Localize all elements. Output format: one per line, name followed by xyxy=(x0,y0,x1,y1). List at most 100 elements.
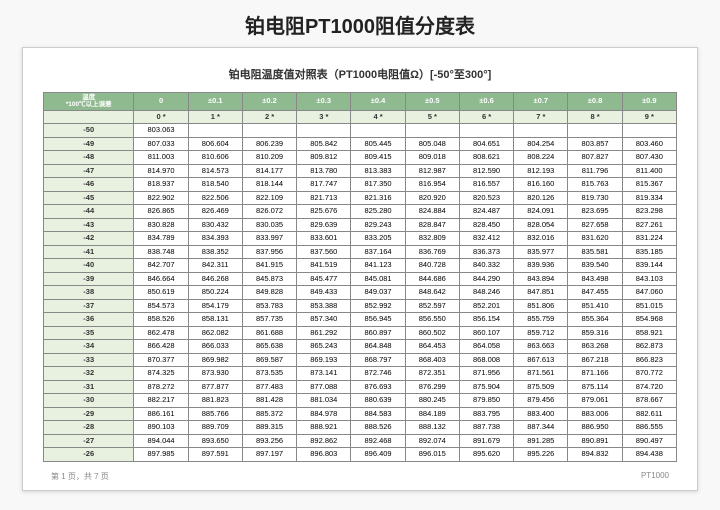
table-row: -32874.325873.930873.535873.141872.74687… xyxy=(44,367,677,381)
value-cell: 807.033 xyxy=(134,137,188,151)
table-row: -38850.619850.224849.828849.433849.03784… xyxy=(44,286,677,300)
page-footer: 第 1 页，共 7 页 PT1000 xyxy=(51,471,669,482)
value-cell: 855.364 xyxy=(568,313,622,327)
value-cell: 889.315 xyxy=(242,421,296,435)
value-cell: 896.015 xyxy=(405,448,459,462)
page-number: 第 1 页，共 7 页 xyxy=(51,471,109,482)
value-cell: 836.373 xyxy=(459,245,513,259)
value-cell: 852.201 xyxy=(459,299,513,313)
col-header: ±0.4 xyxy=(351,93,405,111)
value-cell: 835.977 xyxy=(514,245,568,259)
value-cell: 864.058 xyxy=(459,340,513,354)
value-cell: 816.557 xyxy=(459,178,513,192)
value-cell: 876.299 xyxy=(405,380,459,394)
temp-cell: -34 xyxy=(44,340,134,354)
value-cell: 818.144 xyxy=(242,178,296,192)
value-cell: 868.008 xyxy=(459,353,513,367)
value-cell: 860.107 xyxy=(459,326,513,340)
table-row: -26897.985897.591897.197896.803896.40989… xyxy=(44,448,677,462)
value-cell: 824.487 xyxy=(459,205,513,219)
value-cell: 851.806 xyxy=(514,299,568,313)
value-cell: 808.224 xyxy=(514,151,568,165)
value-cell: 897.591 xyxy=(188,448,242,462)
value-cell: 832.412 xyxy=(459,232,513,246)
value-cell: 844.686 xyxy=(405,272,459,286)
value-cell: 806.239 xyxy=(242,137,296,151)
footer-label: PT1000 xyxy=(641,471,669,482)
temp-cell: -26 xyxy=(44,448,134,462)
value-cell: 806.604 xyxy=(188,137,242,151)
value-cell: 803.857 xyxy=(568,137,622,151)
corner-header: 温度 *100℃以上误差 xyxy=(44,93,134,111)
value-cell: 856.550 xyxy=(405,313,459,327)
value-cell: 842.311 xyxy=(188,259,242,273)
value-cell: 888.526 xyxy=(351,421,405,435)
value-cell: 877.483 xyxy=(242,380,296,394)
value-cell: 858.131 xyxy=(188,313,242,327)
value-cell: 805.445 xyxy=(351,137,405,151)
value-cell: 874.325 xyxy=(134,367,188,381)
value-cell: 892.468 xyxy=(351,434,405,448)
value-cell: 852.597 xyxy=(405,299,459,313)
value-cell: 850.224 xyxy=(188,286,242,300)
table-row: -36858.526858.131857.735857.340856.94585… xyxy=(44,313,677,327)
value-cell: 825.676 xyxy=(297,205,351,219)
value-cell: 866.428 xyxy=(134,340,188,354)
temp-cell: -29 xyxy=(44,407,134,421)
value-cell: 854.573 xyxy=(134,299,188,313)
value-cell: 844.290 xyxy=(459,272,513,286)
value-cell: 820.920 xyxy=(405,191,459,205)
value-cell: 837.956 xyxy=(242,245,296,259)
value-cell: 809.018 xyxy=(405,151,459,165)
value-cell: 894.438 xyxy=(622,448,676,462)
value-cell: 887.738 xyxy=(459,421,513,435)
value-cell: 843.894 xyxy=(514,272,568,286)
value-cell: 826.072 xyxy=(242,205,296,219)
table-row: -39846.664846.268845.873845.477845.08184… xyxy=(44,272,677,286)
value-cell: 861.292 xyxy=(297,326,351,340)
value-cell: 815.763 xyxy=(568,178,622,192)
value-cell: 868.797 xyxy=(351,353,405,367)
value-cell: 839.540 xyxy=(568,259,622,273)
temp-cell: -28 xyxy=(44,421,134,435)
value-cell: 808.621 xyxy=(459,151,513,165)
value-cell: 888.132 xyxy=(405,421,459,435)
value-cell: 854.968 xyxy=(622,313,676,327)
value-cell: 807.827 xyxy=(568,151,622,165)
value-cell: 837.164 xyxy=(351,245,405,259)
value-cell: 856.154 xyxy=(459,313,513,327)
value-cell: 812.193 xyxy=(514,164,568,178)
value-cell: 811.796 xyxy=(568,164,622,178)
value-cell: 822.109 xyxy=(242,191,296,205)
resistance-table: 温度 *100℃以上误差0±0.1±0.2±0.3±0.4±0.5±0.6±0.… xyxy=(43,92,677,462)
value-cell: 875.509 xyxy=(514,380,568,394)
table-row: -33870.377869.982869.587869.193868.79786… xyxy=(44,353,677,367)
temp-cell: -50 xyxy=(44,124,134,138)
value-cell: 883.400 xyxy=(514,407,568,421)
value-cell: 894.832 xyxy=(568,448,622,462)
value-cell: 880.245 xyxy=(405,394,459,408)
value-cell: 869.587 xyxy=(242,353,296,367)
value-cell: 886.555 xyxy=(622,421,676,435)
value-cell: 814.177 xyxy=(242,164,296,178)
value-cell: 843.498 xyxy=(568,272,622,286)
value-cell: 817.350 xyxy=(351,178,405,192)
value-cell: 895.620 xyxy=(459,448,513,462)
value-cell: 839.144 xyxy=(622,259,676,273)
value-cell: 886.950 xyxy=(568,421,622,435)
value-cell: 814.573 xyxy=(188,164,242,178)
value-cell: 840.332 xyxy=(459,259,513,273)
value-cell: 874.720 xyxy=(622,380,676,394)
value-cell: 839.936 xyxy=(514,259,568,273)
value-cell: 835.185 xyxy=(622,245,676,259)
value-cell xyxy=(568,124,622,138)
sub-header: 3 * xyxy=(297,110,351,124)
value-cell: 871.561 xyxy=(514,367,568,381)
value-cell: 810.209 xyxy=(242,151,296,165)
value-cell: 827.658 xyxy=(568,218,622,232)
page: 铂电阻温度值对照表（PT1000电阻值Ω）[-50°至300°] 温度 *100… xyxy=(22,47,698,491)
value-cell: 841.123 xyxy=(351,259,405,273)
value-cell: 866.033 xyxy=(188,340,242,354)
value-cell: 881.428 xyxy=(242,394,296,408)
temp-cell: -37 xyxy=(44,299,134,313)
